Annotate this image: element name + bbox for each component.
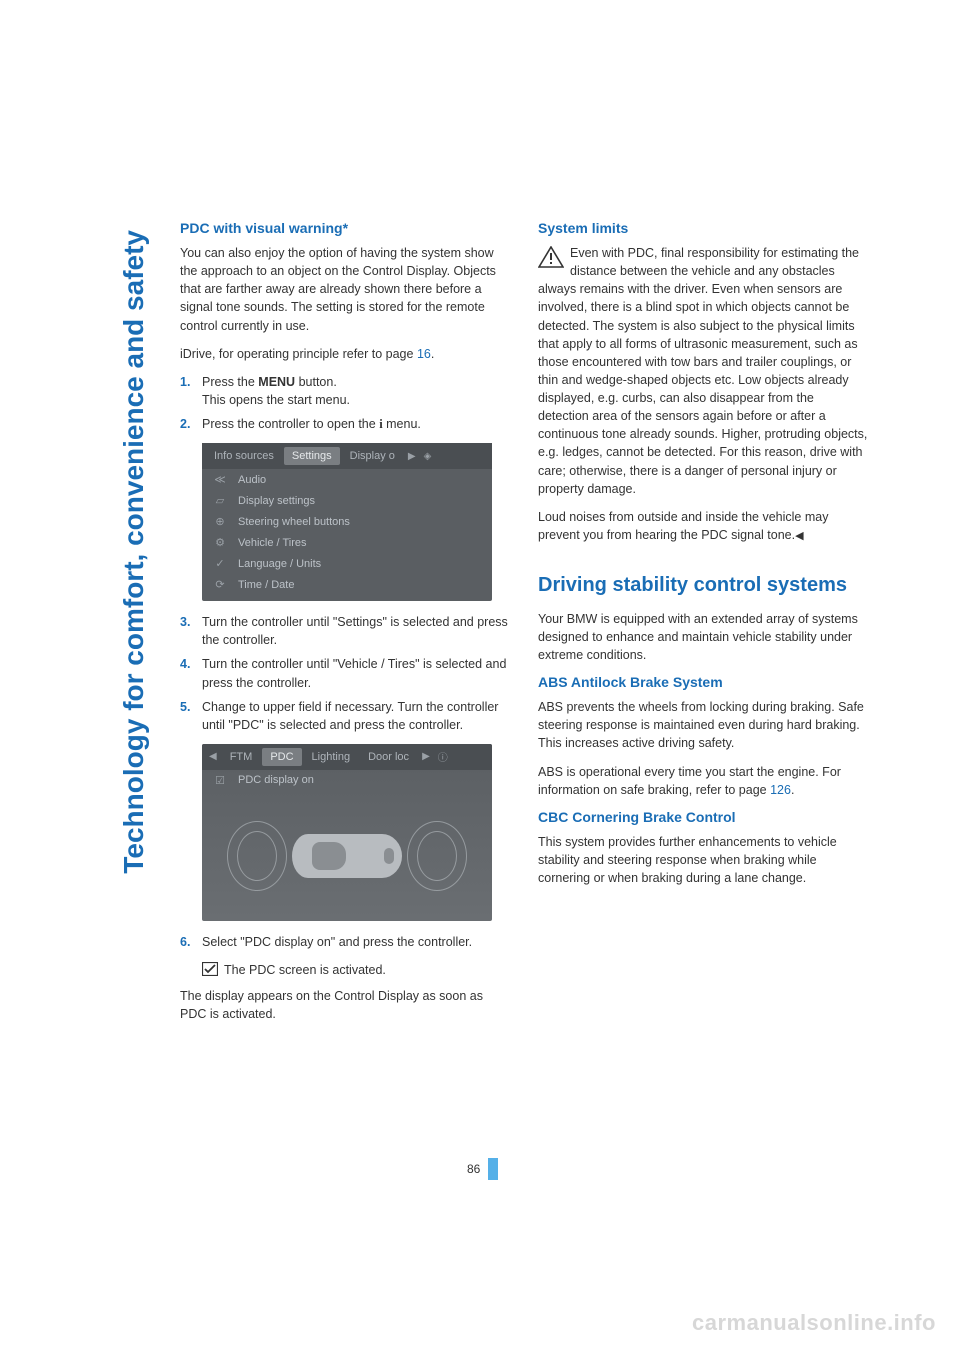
heading-driving-stability: Driving stability control systems — [538, 573, 868, 598]
idrive-menu-screenshot-2: ◀ FTM PDC Lighting Door loc ▶ ⓘ ☑PDC dis… — [202, 744, 492, 921]
step-6: 6.Select "PDC display on" and press the … — [180, 933, 510, 951]
car-icon — [292, 834, 402, 878]
paragraph-intro: You can also enjoy the option of having … — [180, 244, 510, 335]
menu1-tabs: Info sources Settings Display o ▶ ◈ — [202, 443, 492, 469]
menu2-tab-3: Door loc — [360, 748, 417, 766]
end-marker-icon: ◀ — [795, 530, 803, 542]
paragraph-cbc: This system provides further enhancement… — [538, 833, 868, 887]
steps-list-2: 3.Turn the controller until "Settings" i… — [180, 613, 510, 734]
page-container: Technology for comfort, convenience and … — [0, 0, 960, 1358]
menu-button-label: MENU — [258, 375, 295, 389]
step-6-note: The PDC screen is activated. — [180, 961, 510, 979]
menu1-row-5: ⟳Time / Date — [202, 574, 492, 595]
page-ref-126[interactable]: 126 — [770, 783, 791, 797]
two-column-layout: PDC with visual warning* You can also en… — [180, 220, 880, 1033]
heading-pdc-visual: PDC with visual warning* — [180, 220, 510, 236]
info-circle-icon: ⓘ — [435, 749, 451, 764]
menu2-tab-0: FTM — [222, 748, 261, 766]
menu1-tab-2: Display o — [342, 447, 403, 465]
menu1-row-2: ⊕Steering wheel buttons — [202, 511, 492, 532]
paragraph-final: The display appears on the Control Displ… — [180, 987, 510, 1023]
menu2-tab-2: Lighting — [304, 748, 359, 766]
chevron-right-icon: ▶ — [405, 451, 419, 462]
paragraph-abs-1: ABS prevents the wheels from locking dur… — [538, 698, 868, 752]
menu2-tabs: ◀ FTM PDC Lighting Door loc ▶ ⓘ — [202, 744, 492, 770]
watermark-text: carmanualsonline.info — [692, 1310, 936, 1336]
chevron-left-icon: ◀ — [206, 751, 220, 762]
checkbox-icon — [202, 962, 218, 976]
steps-list-1: 1. Press the MENU button. This opens the… — [180, 373, 510, 433]
idrive-menu-screenshot-1: Info sources Settings Display o ▶ ◈ ≪Aud… — [202, 443, 492, 601]
step-3: 3.Turn the controller until "Settings" i… — [180, 613, 510, 649]
chevron-right-icon: ▶ — [419, 751, 433, 762]
menu2-row-0: ☑PDC display on — [202, 770, 492, 791]
menu1-row-3: ⚙Vehicle / Tires — [202, 532, 492, 553]
menu1-row-0: ≪Audio — [202, 469, 492, 490]
paragraph-limits-2: Loud noises from outside and inside the … — [538, 508, 868, 545]
pdc-car-diagram — [202, 791, 492, 921]
heading-abs: ABS Antilock Brake System — [538, 674, 868, 690]
step-4: 4.Turn the controller until "Vehicle / T… — [180, 655, 510, 691]
page-ref-16[interactable]: 16 — [417, 347, 431, 361]
menu2-tab-1: PDC — [262, 748, 301, 766]
menu1-tab-1: Settings — [284, 447, 340, 465]
step-5: 5.Change to upper field if necessary. Tu… — [180, 698, 510, 734]
warning-triangle-icon — [538, 246, 564, 268]
menu1-tab-0: Info sources — [206, 447, 282, 465]
heading-system-limits: System limits — [538, 220, 868, 236]
page-number: 86 — [467, 1158, 498, 1180]
checkbox-icon: ☑ — [212, 774, 228, 787]
left-column: PDC with visual warning* You can also en… — [180, 220, 510, 1033]
right-column: System limits Even with PDC, final respo… — [538, 220, 868, 1033]
heading-cbc: CBC Cornering Brake Control — [538, 809, 868, 825]
paragraph-idrive-ref: iDrive, for operating principle refer to… — [180, 345, 510, 363]
step-2: 2. Press the controller to open the i me… — [180, 415, 510, 433]
menu1-row-1: ▱Display settings — [202, 490, 492, 511]
page-number-accent — [488, 1158, 498, 1180]
menu1-row-4: ✓Language / Units — [202, 553, 492, 574]
paragraph-dsc: Your BMW is equipped with an extended ar… — [538, 610, 868, 664]
steps-list-3: 6.Select "PDC display on" and press the … — [180, 933, 510, 951]
paragraph-abs-2: ABS is operational every time you start … — [538, 763, 868, 799]
diamond-icon: ◈ — [421, 451, 435, 462]
sidebar-section-title: Technology for comfort, convenience and … — [118, 230, 150, 874]
paragraph-limits: Even with PDC, final responsibility for … — [538, 244, 868, 498]
step-1: 1. Press the MENU button. This opens the… — [180, 373, 510, 409]
